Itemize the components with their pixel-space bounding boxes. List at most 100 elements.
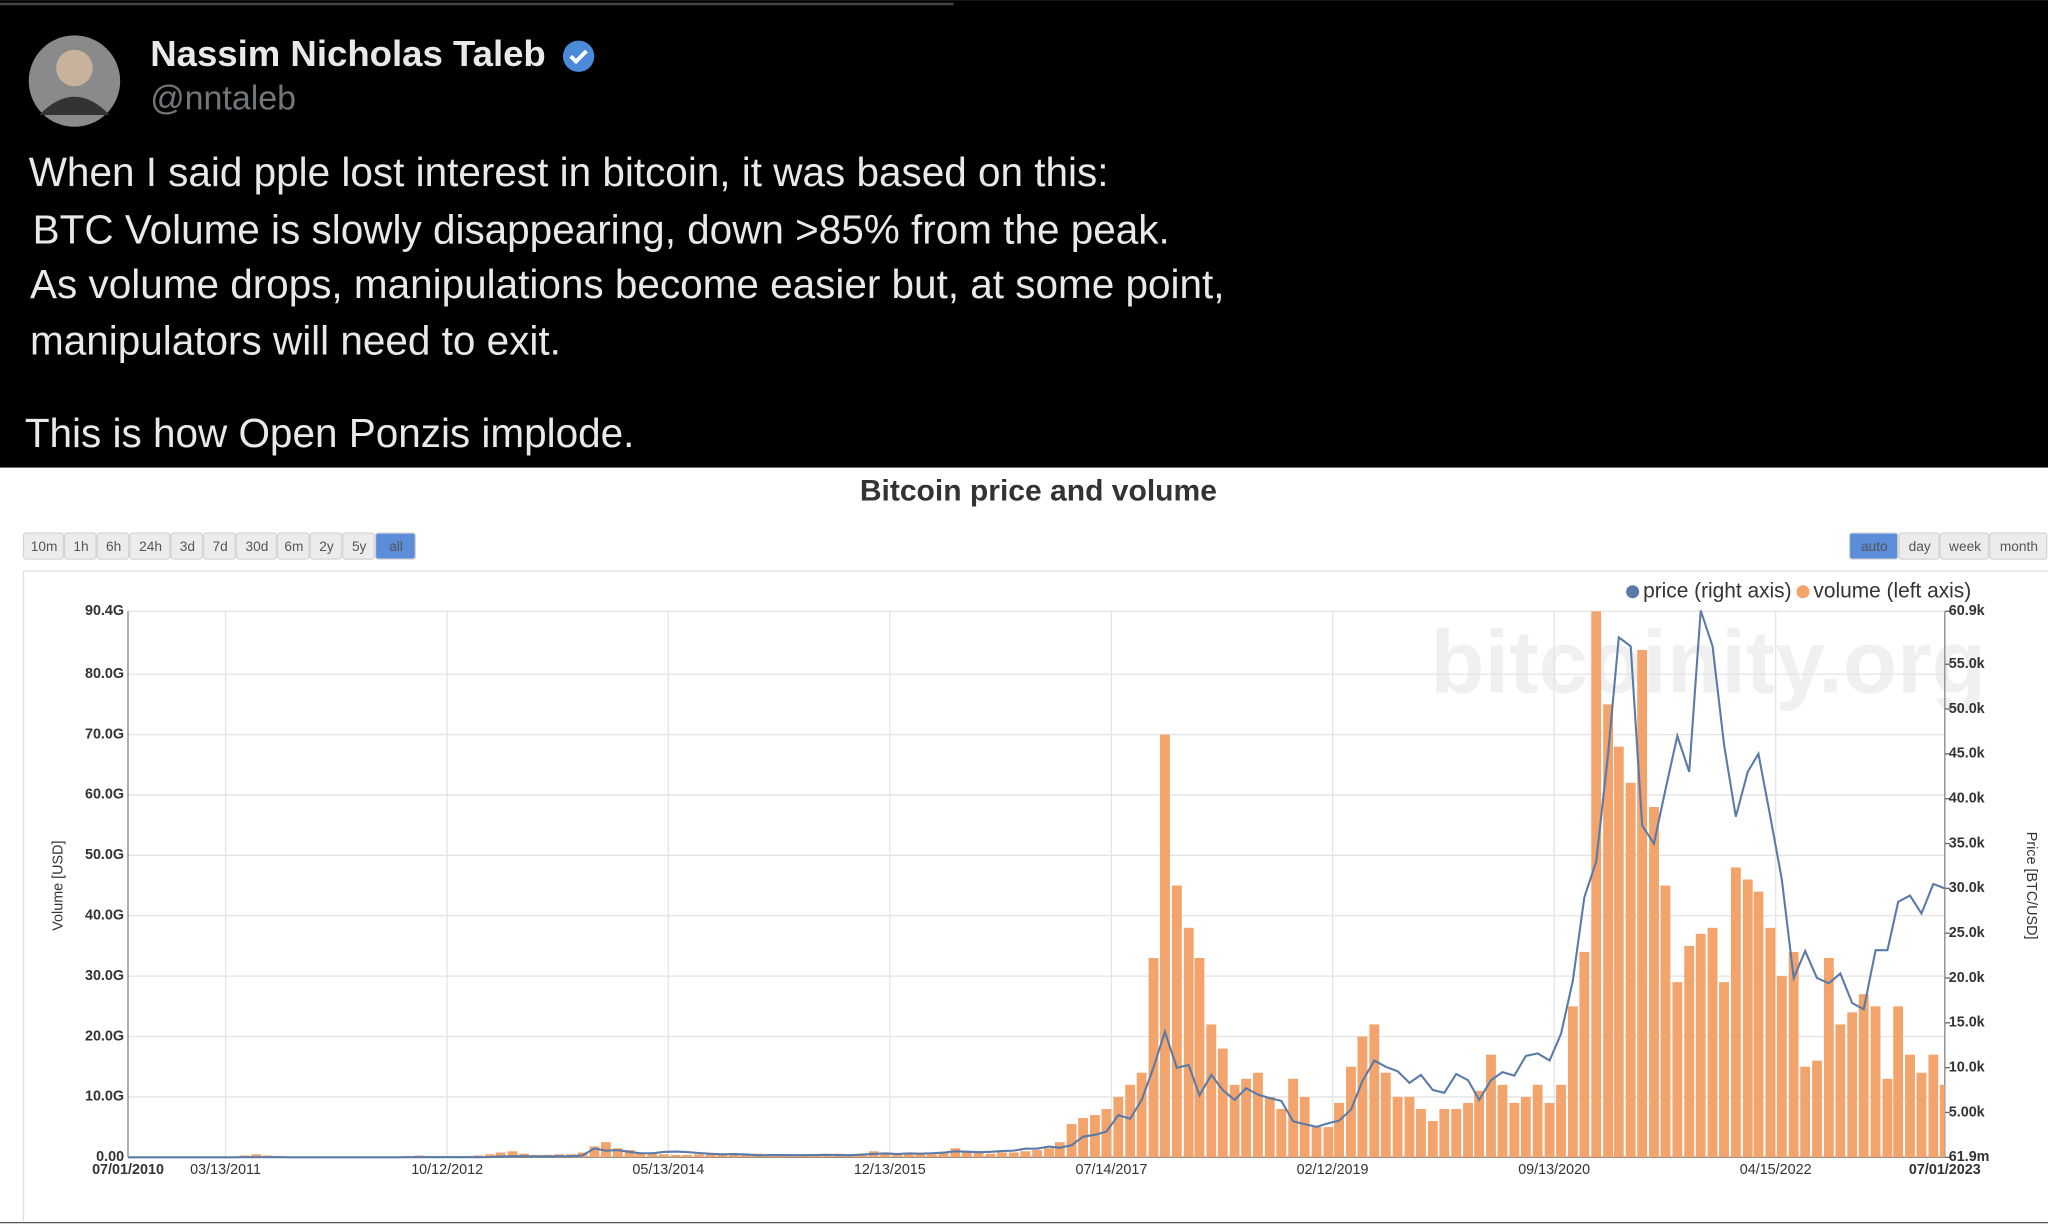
button-label[interactable]: 10m xyxy=(31,539,58,554)
volume-bar xyxy=(1171,885,1182,1158)
y-tick-label: 10.0G xyxy=(85,1089,124,1105)
volume-bar xyxy=(1497,1084,1508,1158)
volume-bar xyxy=(1474,1090,1485,1158)
volume-bar xyxy=(1684,945,1695,1158)
volume-bar xyxy=(1113,1096,1124,1158)
range-button[interactable] xyxy=(129,532,171,560)
legend-label[interactable]: volume (left axis) xyxy=(1813,579,1971,602)
range-button[interactable] xyxy=(170,532,204,560)
range-button[interactable] xyxy=(309,532,343,560)
y2-tick-label: 45.0k xyxy=(1949,746,1985,762)
legend-marker[interactable] xyxy=(1626,585,1640,599)
volume-bar xyxy=(1392,1096,1403,1158)
range-button[interactable] xyxy=(64,532,97,560)
button-label[interactable]: 6h xyxy=(106,539,121,554)
range-button[interactable] xyxy=(1989,532,2048,560)
volume-bar xyxy=(1742,879,1753,1158)
range-button[interactable] xyxy=(1898,532,1940,560)
range-button[interactable] xyxy=(235,532,277,560)
button-label[interactable]: day xyxy=(1909,539,1931,554)
button-label[interactable]: 24h xyxy=(139,539,162,554)
volume-bar xyxy=(1893,1006,1904,1158)
author-handle[interactable]: @nntaleb xyxy=(150,80,296,118)
volume-bar xyxy=(1334,1102,1345,1158)
volume-bar xyxy=(1404,1096,1415,1158)
button-label[interactable]: auto xyxy=(1861,539,1888,554)
volume-bar xyxy=(635,1152,646,1158)
y-tick-label: 20.0G xyxy=(85,1028,124,1044)
volume-bar xyxy=(1532,1084,1543,1158)
volume-bar xyxy=(1486,1054,1496,1158)
button-label[interactable]: month xyxy=(2000,539,2038,554)
volume-bar xyxy=(821,1154,832,1158)
x-tick-label: 10/12/2012 xyxy=(411,1162,483,1178)
volume-bar xyxy=(1509,1102,1520,1158)
y2-tick-label: 5.00k xyxy=(1949,1104,1985,1120)
button-label[interactable]: week xyxy=(1948,539,1981,554)
volume-bar xyxy=(1660,885,1671,1158)
volume-bar xyxy=(1323,1127,1334,1158)
avatar-body xyxy=(39,96,110,116)
volume-bar xyxy=(624,1150,635,1158)
volume-bar xyxy=(658,1154,669,1158)
y-tick-label: 90.4G xyxy=(85,603,124,619)
volume-bar xyxy=(693,1154,704,1158)
y2-tick-label: 10.0k xyxy=(1949,1059,1985,1075)
range-button[interactable] xyxy=(96,532,130,560)
volume-bar xyxy=(1416,1108,1426,1158)
range-button[interactable] xyxy=(22,532,64,560)
button-label[interactable]: 1h xyxy=(73,539,88,554)
tweet-text: When I said pple lost interest in bitcoi… xyxy=(29,149,1109,195)
volume-bar xyxy=(1183,927,1194,1158)
button-label[interactable]: 30d xyxy=(246,539,269,554)
range-button[interactable] xyxy=(374,532,416,560)
range-button[interactable] xyxy=(276,532,310,560)
legend-marker[interactable] xyxy=(1796,585,1810,599)
x-tick-label: 07/01/2010 xyxy=(92,1162,164,1178)
volume-bar xyxy=(1812,1060,1822,1158)
range-button[interactable] xyxy=(342,532,375,560)
y2-tick-label: 61.9m xyxy=(1949,1149,1990,1165)
tweet-text: manipulators will need to exit. xyxy=(30,317,561,363)
volume-bar xyxy=(973,1152,984,1158)
y-tick-label: 50.0G xyxy=(85,847,124,863)
button-label[interactable]: all xyxy=(389,539,403,554)
volume-bar xyxy=(1882,1078,1893,1158)
volume-bar xyxy=(1544,1102,1555,1158)
volume-bar xyxy=(1520,1096,1531,1158)
legend-label[interactable]: price (right axis) xyxy=(1643,579,1791,602)
volume-bar xyxy=(1090,1115,1100,1158)
volume-bar xyxy=(1800,1066,1811,1158)
volume-bar xyxy=(1823,958,1834,1158)
verified-badge xyxy=(562,40,595,72)
x-tick-label: 09/13/2020 xyxy=(1518,1162,1590,1178)
volume-bar xyxy=(938,1153,949,1158)
volume-bar xyxy=(1044,1148,1054,1158)
volume-bar xyxy=(857,1154,867,1158)
button-label[interactable]: 5y xyxy=(352,539,367,554)
volume-bar xyxy=(1276,1108,1287,1158)
volume-bar xyxy=(1008,1152,1019,1158)
volume-bar xyxy=(740,1154,751,1158)
volume-bar xyxy=(1776,976,1787,1158)
volume-bar xyxy=(1603,704,1614,1158)
author-name[interactable]: Nassim Nicholas Taleb xyxy=(150,33,546,74)
range-button[interactable] xyxy=(203,532,236,560)
button-label[interactable]: 3d xyxy=(180,539,195,554)
y2-tick-label: 20.0k xyxy=(1949,970,1985,986)
button-label[interactable]: 7d xyxy=(212,539,227,554)
volume-bar xyxy=(495,1152,506,1158)
y2-axis-title: Price [BTC/USD] xyxy=(2023,832,2039,940)
button-label[interactable]: 2y xyxy=(319,539,334,554)
chart-title: Bitcoin price and volume xyxy=(860,474,1217,507)
button-label[interactable]: 6m xyxy=(284,539,303,554)
volume-bar xyxy=(1148,958,1159,1158)
x-tick-label: 03/13/2011 xyxy=(190,1162,261,1178)
range-button[interactable] xyxy=(1848,532,1899,560)
avatar[interactable] xyxy=(28,35,121,127)
y-axis-title: Volume [USD] xyxy=(51,841,67,931)
y-tick-label: 60.0G xyxy=(85,787,124,803)
y2-tick-label: 50.0k xyxy=(1949,701,1985,717)
range-button[interactable] xyxy=(1939,532,1990,560)
